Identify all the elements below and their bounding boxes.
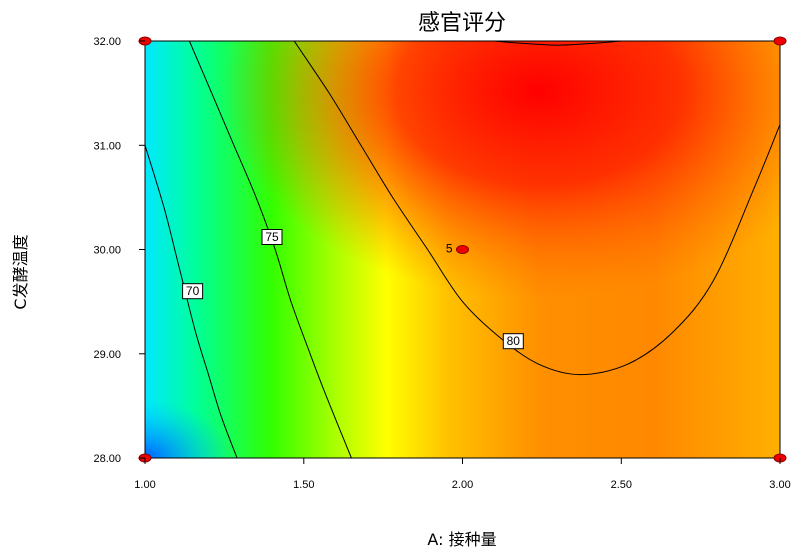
x-tick-label: 1.00 <box>134 479 155 491</box>
contour-label-text: 70 <box>186 284 200 298</box>
x-tick-label: 3.00 <box>769 479 790 491</box>
contour-label-80: 80 <box>502 333 524 350</box>
x-axis: 1.00 1.50 2.00 2.50 3.00 <box>134 458 791 491</box>
contour-line-80 <box>293 41 780 376</box>
contour-labels: 70 75 80 <box>182 229 524 350</box>
contour-label-box <box>502 333 524 350</box>
y-axis-title: C发酵温度 <box>11 234 30 309</box>
y-tick-label: 32.00 <box>93 36 121 48</box>
y-tick-label: 29.00 <box>93 349 121 361</box>
chart-title: 感官评分 <box>418 11 506 36</box>
contour-lines <box>145 41 780 458</box>
contour-label-text: 80 <box>507 334 521 348</box>
contour-label-box <box>182 283 204 300</box>
x-tick-label: 1.50 <box>293 479 314 491</box>
contour-label-text: 75 <box>265 230 279 244</box>
contour-line-70 <box>145 145 238 458</box>
center-point-label: 5 <box>446 242 453 256</box>
y-axis: 28.00 29.00 30.00 31.00 32.00 <box>93 36 145 465</box>
contour-line-85 <box>494 41 622 46</box>
contour-label-70: 70 <box>182 283 204 300</box>
x-tick-label: 2.50 <box>611 479 632 491</box>
center-point <box>456 245 469 254</box>
design-point <box>773 36 787 46</box>
design-points: 5 <box>138 36 787 463</box>
x-tick-label: 2.00 <box>452 479 473 491</box>
y-tick-label: 31.00 <box>93 140 121 152</box>
x-axis-title: A: 接种量 <box>427 530 496 549</box>
y-tick-label: 30.00 <box>93 245 121 257</box>
contour-label-box <box>261 229 283 245</box>
contour-line-75 <box>188 41 352 458</box>
y-tick-label: 28.00 <box>93 453 121 465</box>
contour-label-75: 75 <box>261 229 283 245</box>
